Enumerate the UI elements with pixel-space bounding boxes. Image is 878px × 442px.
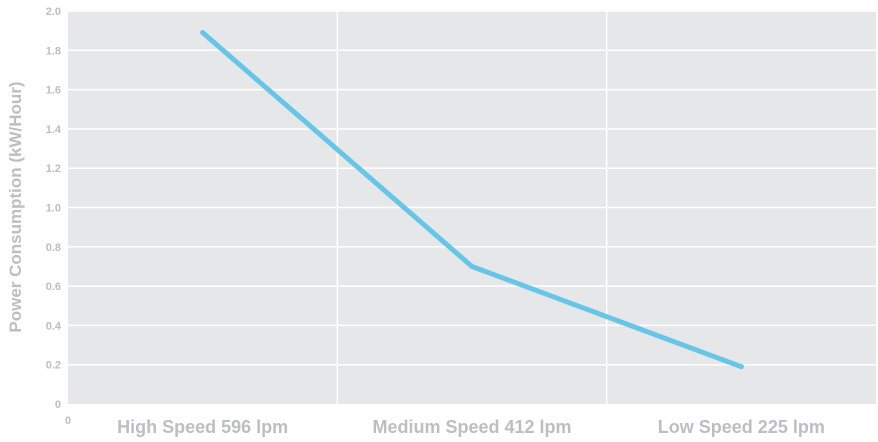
y-tick-label-2: 0.4 [46, 320, 62, 332]
y-tick-label-3: 0.6 [46, 281, 61, 293]
x-tick-label-2: Low Speed 225 lpm [658, 417, 825, 437]
y-tick-label-8: 1.6 [46, 85, 61, 97]
data-point-1 [469, 263, 475, 269]
data-point-0 [200, 30, 206, 36]
grid-lines [68, 10, 876, 404]
x-tick-label-0: High Speed 596 lpm [117, 417, 288, 437]
y-tick-label-1: 0.2 [46, 360, 61, 372]
series-points [200, 30, 744, 370]
y-tick-label-4: 0.8 [46, 242, 61, 254]
x-axis-ticks: High Speed 596 lpm Medium Speed 412 lpm Lo… [117, 417, 825, 437]
y-tick-label-9: 1.8 [46, 45, 61, 57]
y-axis-label: Power Consumption (kW/Hour) [6, 81, 25, 332]
y-tick-label-5: 1.0 [46, 203, 61, 215]
y-tick-label-10: 2.0 [46, 6, 61, 18]
x-origin-label: 0 [65, 415, 71, 427]
x-tick-label-1: Medium Speed 412 lpm [372, 417, 571, 437]
y-tick-label-6: 1.2 [46, 163, 61, 175]
data-point-2 [738, 364, 744, 370]
y-tick-label-7: 1.4 [46, 124, 62, 136]
y-tick-label-0: 0 [55, 399, 61, 411]
y-axis-ticks: 0 0.2 0.4 0.6 0.8 1.0 1.2 1.4 1.6 1.8 2.0 [46, 6, 62, 411]
